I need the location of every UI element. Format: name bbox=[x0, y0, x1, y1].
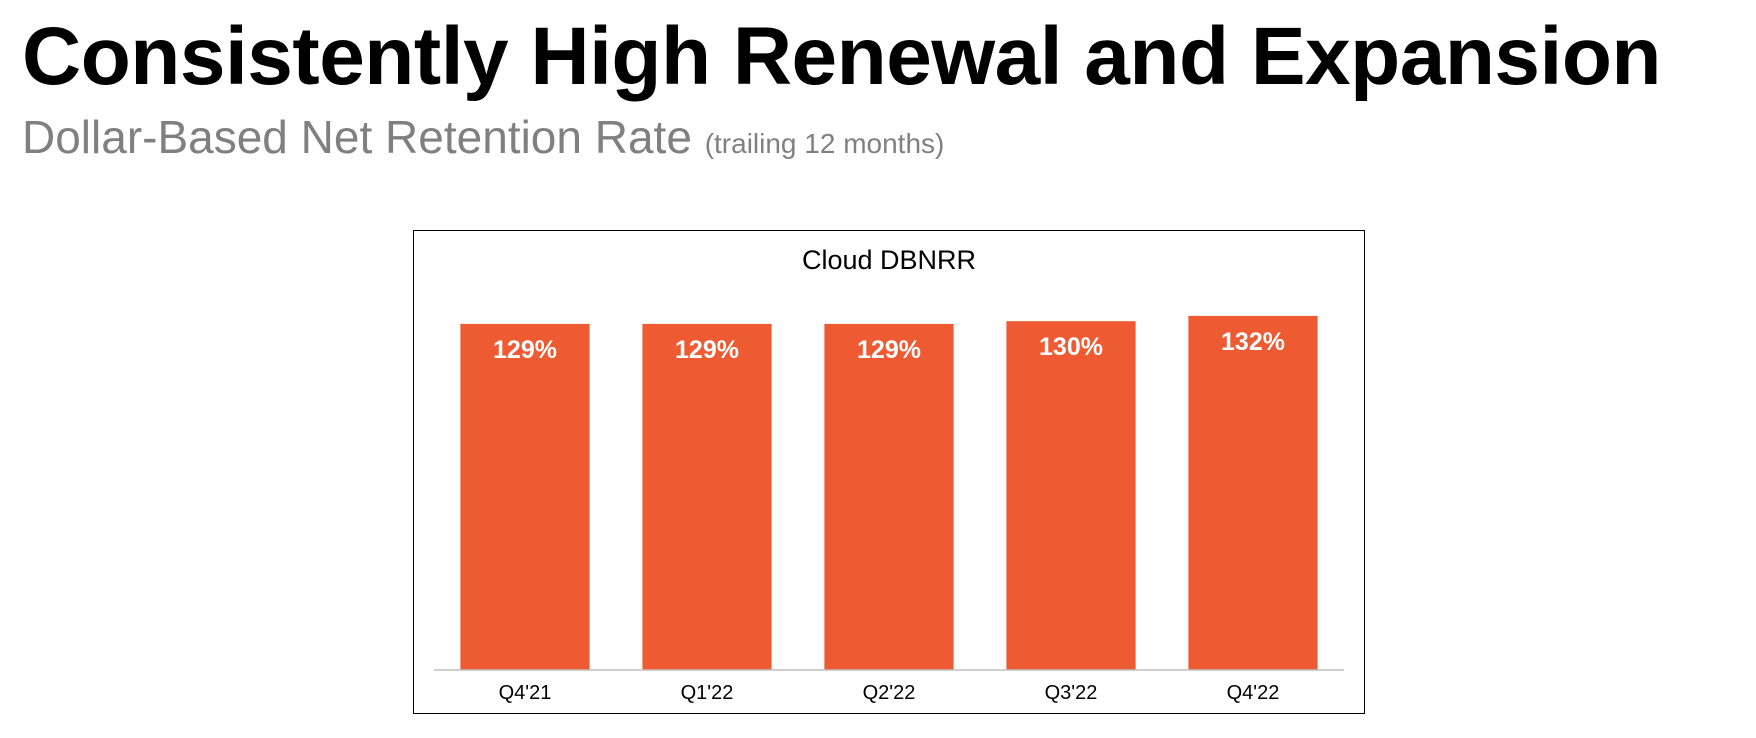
x-tick-label-0: Q4'21 bbox=[499, 682, 552, 704]
subtitle-note: (trailing 12 months) bbox=[704, 128, 945, 159]
bar-1 bbox=[642, 323, 772, 670]
page-title: Consistently High Renewal and Expansion bbox=[22, 11, 1662, 102]
chart-frame: Cloud DBNRR 129% 129% 129% 130% 132% Q4'21 Q1… bbox=[413, 230, 1365, 714]
x-tick-labels: Q4'21 Q1'22 Q2'22 Q3'22 Q4'22 bbox=[499, 682, 1280, 704]
bar-value-label-1: 129% bbox=[675, 336, 739, 364]
bar-value-label-2: 129% bbox=[857, 336, 921, 364]
page-subtitle: Dollar-Based Net Retention Rate (trailin… bbox=[22, 110, 944, 165]
x-tick-label-3: Q3'22 bbox=[1045, 682, 1098, 704]
x-tick-label-1: Q1'22 bbox=[681, 682, 734, 704]
bar-3 bbox=[1006, 321, 1136, 670]
bar-4 bbox=[1188, 315, 1318, 670]
bars-layer: 129% 129% 129% 130% 132% bbox=[460, 315, 1318, 670]
bar-value-label-4: 132% bbox=[1221, 328, 1285, 356]
bar-0 bbox=[460, 323, 590, 670]
bar-value-label-3: 130% bbox=[1039, 333, 1103, 361]
bar-value-label-0: 129% bbox=[493, 336, 557, 364]
x-tick-label-4: Q4'22 bbox=[1227, 682, 1280, 704]
bar-chart: Cloud DBNRR 129% 129% 129% 130% 132% Q4'21 Q1… bbox=[434, 245, 1344, 704]
chart-title: Cloud DBNRR bbox=[802, 245, 976, 275]
x-tick-label-2: Q2'22 bbox=[863, 682, 916, 704]
subtitle-main: Dollar-Based Net Retention Rate bbox=[22, 111, 692, 163]
bar-2 bbox=[824, 323, 954, 670]
